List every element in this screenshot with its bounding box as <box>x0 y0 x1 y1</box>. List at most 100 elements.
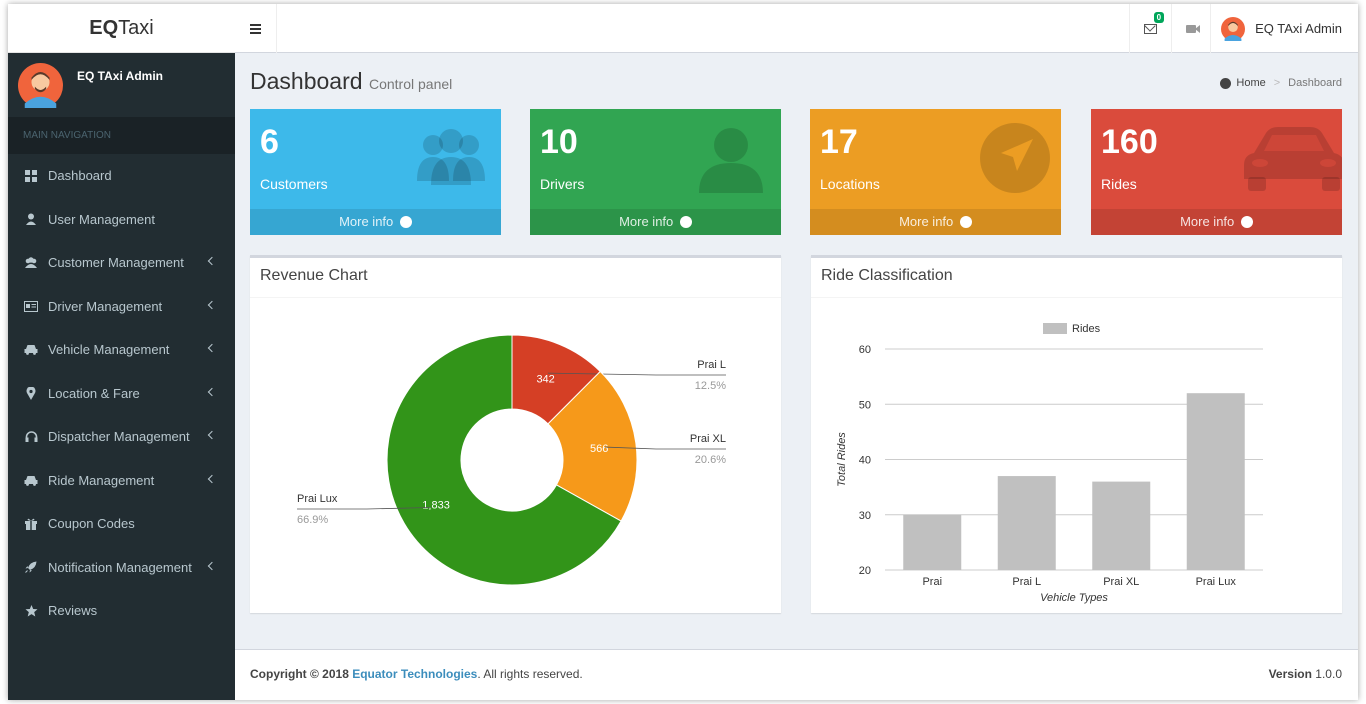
ride-classification-panel: Ride Classification 20 30 40 50 60 Prai Prai L… <box>811 255 1342 613</box>
x-tick-label: Prai L <box>1012 576 1041 588</box>
messages-button[interactable]: 0 <box>1129 4 1171 53</box>
breadcrumb-home-link[interactable]: Home <box>1236 77 1266 89</box>
video-button[interactable] <box>1171 4 1210 53</box>
car-icon <box>24 343 38 357</box>
page-title: Dashboard <box>250 68 363 94</box>
slice-value-label: 1,833 <box>422 499 450 511</box>
y-tick-label: 30 <box>859 510 871 522</box>
revenue-donut-chart: 342 Prai L 12.5% 566 Prai XL 20.6% 1,833 Prai L… <box>297 334 726 586</box>
slice-percent-label: 20.6% <box>695 454 726 466</box>
sidebar-item-label: Ride Management <box>48 472 155 488</box>
sidebar-item-customer-management[interactable]: Customer Management <box>8 241 235 285</box>
stat-label: Rides <box>1101 176 1137 192</box>
gift-icon <box>24 517 38 531</box>
arrow-circle-right-icon <box>399 216 412 228</box>
slice-percent-label: 12.5% <box>695 380 726 392</box>
sidebar-item-reviews[interactable]: Reviews <box>8 589 235 633</box>
hamburger-icon <box>250 27 261 30</box>
chevron-left-icon <box>207 561 217 570</box>
arrow-circle-right-icon <box>959 216 972 228</box>
sidebar-item-label: Reviews <box>48 603 98 619</box>
legend-swatch <box>1043 323 1067 334</box>
messages-badge: 0 <box>1153 12 1165 23</box>
sidebar-item-location-fare[interactable]: Location & Fare <box>8 372 235 416</box>
envelope-icon <box>1144 23 1158 34</box>
user-panel: EQ TAxi Admin <box>8 53 235 117</box>
sidebar-item-label: Dashboard <box>48 168 112 184</box>
app-frame: EQTaxi 0 EQ TAxi Admin <box>8 4 1358 700</box>
sidebar-item-driver-management[interactable]: Driver Management <box>8 285 235 329</box>
chevron-left-icon <box>207 430 217 440</box>
sidebar-item-dashboard[interactable]: Dashboard <box>8 154 235 198</box>
chevron-left-icon <box>207 474 217 483</box>
stat-value: 10 <box>540 123 578 161</box>
sidebar-item-label: Vehicle Management <box>48 342 170 358</box>
panel-title: Ride Classification <box>811 258 1342 298</box>
user-icon <box>24 212 38 226</box>
x-tick-label: Prai <box>922 576 942 588</box>
sidebar-item-label: Coupon Codes <box>48 516 135 532</box>
video-camera-icon <box>1186 24 1201 33</box>
user-menu[interactable]: EQ TAxi Admin <box>1210 4 1358 53</box>
slice-category-label: Prai Lux <box>297 493 338 505</box>
pie-slice <box>386 334 622 586</box>
sidebar-toggle-button[interactable] <box>235 4 277 53</box>
location-arrow-icon <box>980 123 1050 193</box>
sidebar: EQ TAxi Admin MAIN NAVIGATION Dashboard … <box>8 53 235 700</box>
page-header: Dashboard Control panel <box>250 68 452 95</box>
chevron-left-icon <box>207 300 217 309</box>
sidebar-item-dispatcher-management[interactable]: Dispatcher Management <box>8 415 235 459</box>
users-icon <box>417 129 485 185</box>
sidebar-item-user-management[interactable]: User Management <box>8 198 235 242</box>
avatar <box>1221 16 1246 41</box>
breadcrumb-current: Dashboard <box>1288 77 1342 89</box>
stat-box-drivers: 10 Drivers More info <box>530 109 781 235</box>
slice-category-label: Prai L <box>697 359 726 371</box>
y-tick-label: 50 <box>859 399 871 411</box>
sidebar-user-name: EQ TAxi Admin <box>77 69 164 83</box>
x-tick-label: Prai Lux <box>1196 576 1237 588</box>
page-subtitle: Control panel <box>368 76 453 92</box>
more-info-link[interactable]: More info <box>810 209 1061 235</box>
sidebar-item-coupon-codes[interactable]: Coupon Codes <box>8 502 235 546</box>
slice-leader-line <box>605 446 726 450</box>
footer-version: Version 1.0.0 <box>1268 667 1342 681</box>
sidebar-item-ride-management[interactable]: Ride Management <box>8 459 235 503</box>
legend-label: Rides <box>1072 323 1101 335</box>
sidebar-item-vehicle-management[interactable]: Vehicle Management <box>8 328 235 372</box>
dashboard-gauge-icon <box>1220 77 1232 89</box>
footer-copyright: Copyright © 2018 Equator Technologies. A… <box>250 667 583 681</box>
stat-label: Customers <box>260 176 328 192</box>
panel-title: Revenue Chart <box>250 258 781 298</box>
slice-category-label: Prai XL <box>690 433 726 445</box>
ride-bar-chart: 20 30 40 50 60 Prai Prai L Prai XL Prai Lux Vehic… <box>836 323 1263 604</box>
more-info-link[interactable]: More info <box>250 209 501 235</box>
stat-value: 160 <box>1101 123 1158 161</box>
chevron-left-icon <box>207 256 217 266</box>
revenue-chart-panel: Revenue Chart 342 Prai L 12.5% 566 Prai XL 20… <box>250 255 781 613</box>
slice-value-label: 566 <box>590 443 608 455</box>
stat-label: Drivers <box>540 176 585 192</box>
sidebar-item-label: User Management <box>48 211 155 227</box>
stat-value: 6 <box>260 123 279 161</box>
x-axis-label: Vehicle Types <box>1040 592 1108 604</box>
map-marker-icon <box>24 386 38 400</box>
bar <box>903 514 962 570</box>
chevron-left-icon <box>207 387 217 396</box>
bar <box>997 476 1056 570</box>
more-info-link[interactable]: More info <box>1091 209 1342 235</box>
more-info-link[interactable]: More info <box>530 209 781 235</box>
sidebar-item-notification-management[interactable]: Notification Management <box>8 546 235 590</box>
rocket-icon <box>24 560 38 574</box>
user-name: EQ TAxi Admin <box>1255 21 1342 36</box>
stat-box-locations: 17 Locations More info <box>810 109 1061 235</box>
stat-value: 17 <box>820 123 858 161</box>
sidebar-item-label: Dispatcher Management <box>48 429 190 445</box>
brand-logo[interactable]: EQTaxi <box>8 4 235 53</box>
avatar <box>18 63 63 108</box>
id-card-icon <box>24 299 38 313</box>
company-link[interactable]: Equator Technologies <box>352 667 478 681</box>
slice-leader-line <box>297 507 431 510</box>
top-navbar: 0 EQ TAxi Admin <box>235 4 1358 53</box>
y-tick-label: 40 <box>859 455 871 467</box>
